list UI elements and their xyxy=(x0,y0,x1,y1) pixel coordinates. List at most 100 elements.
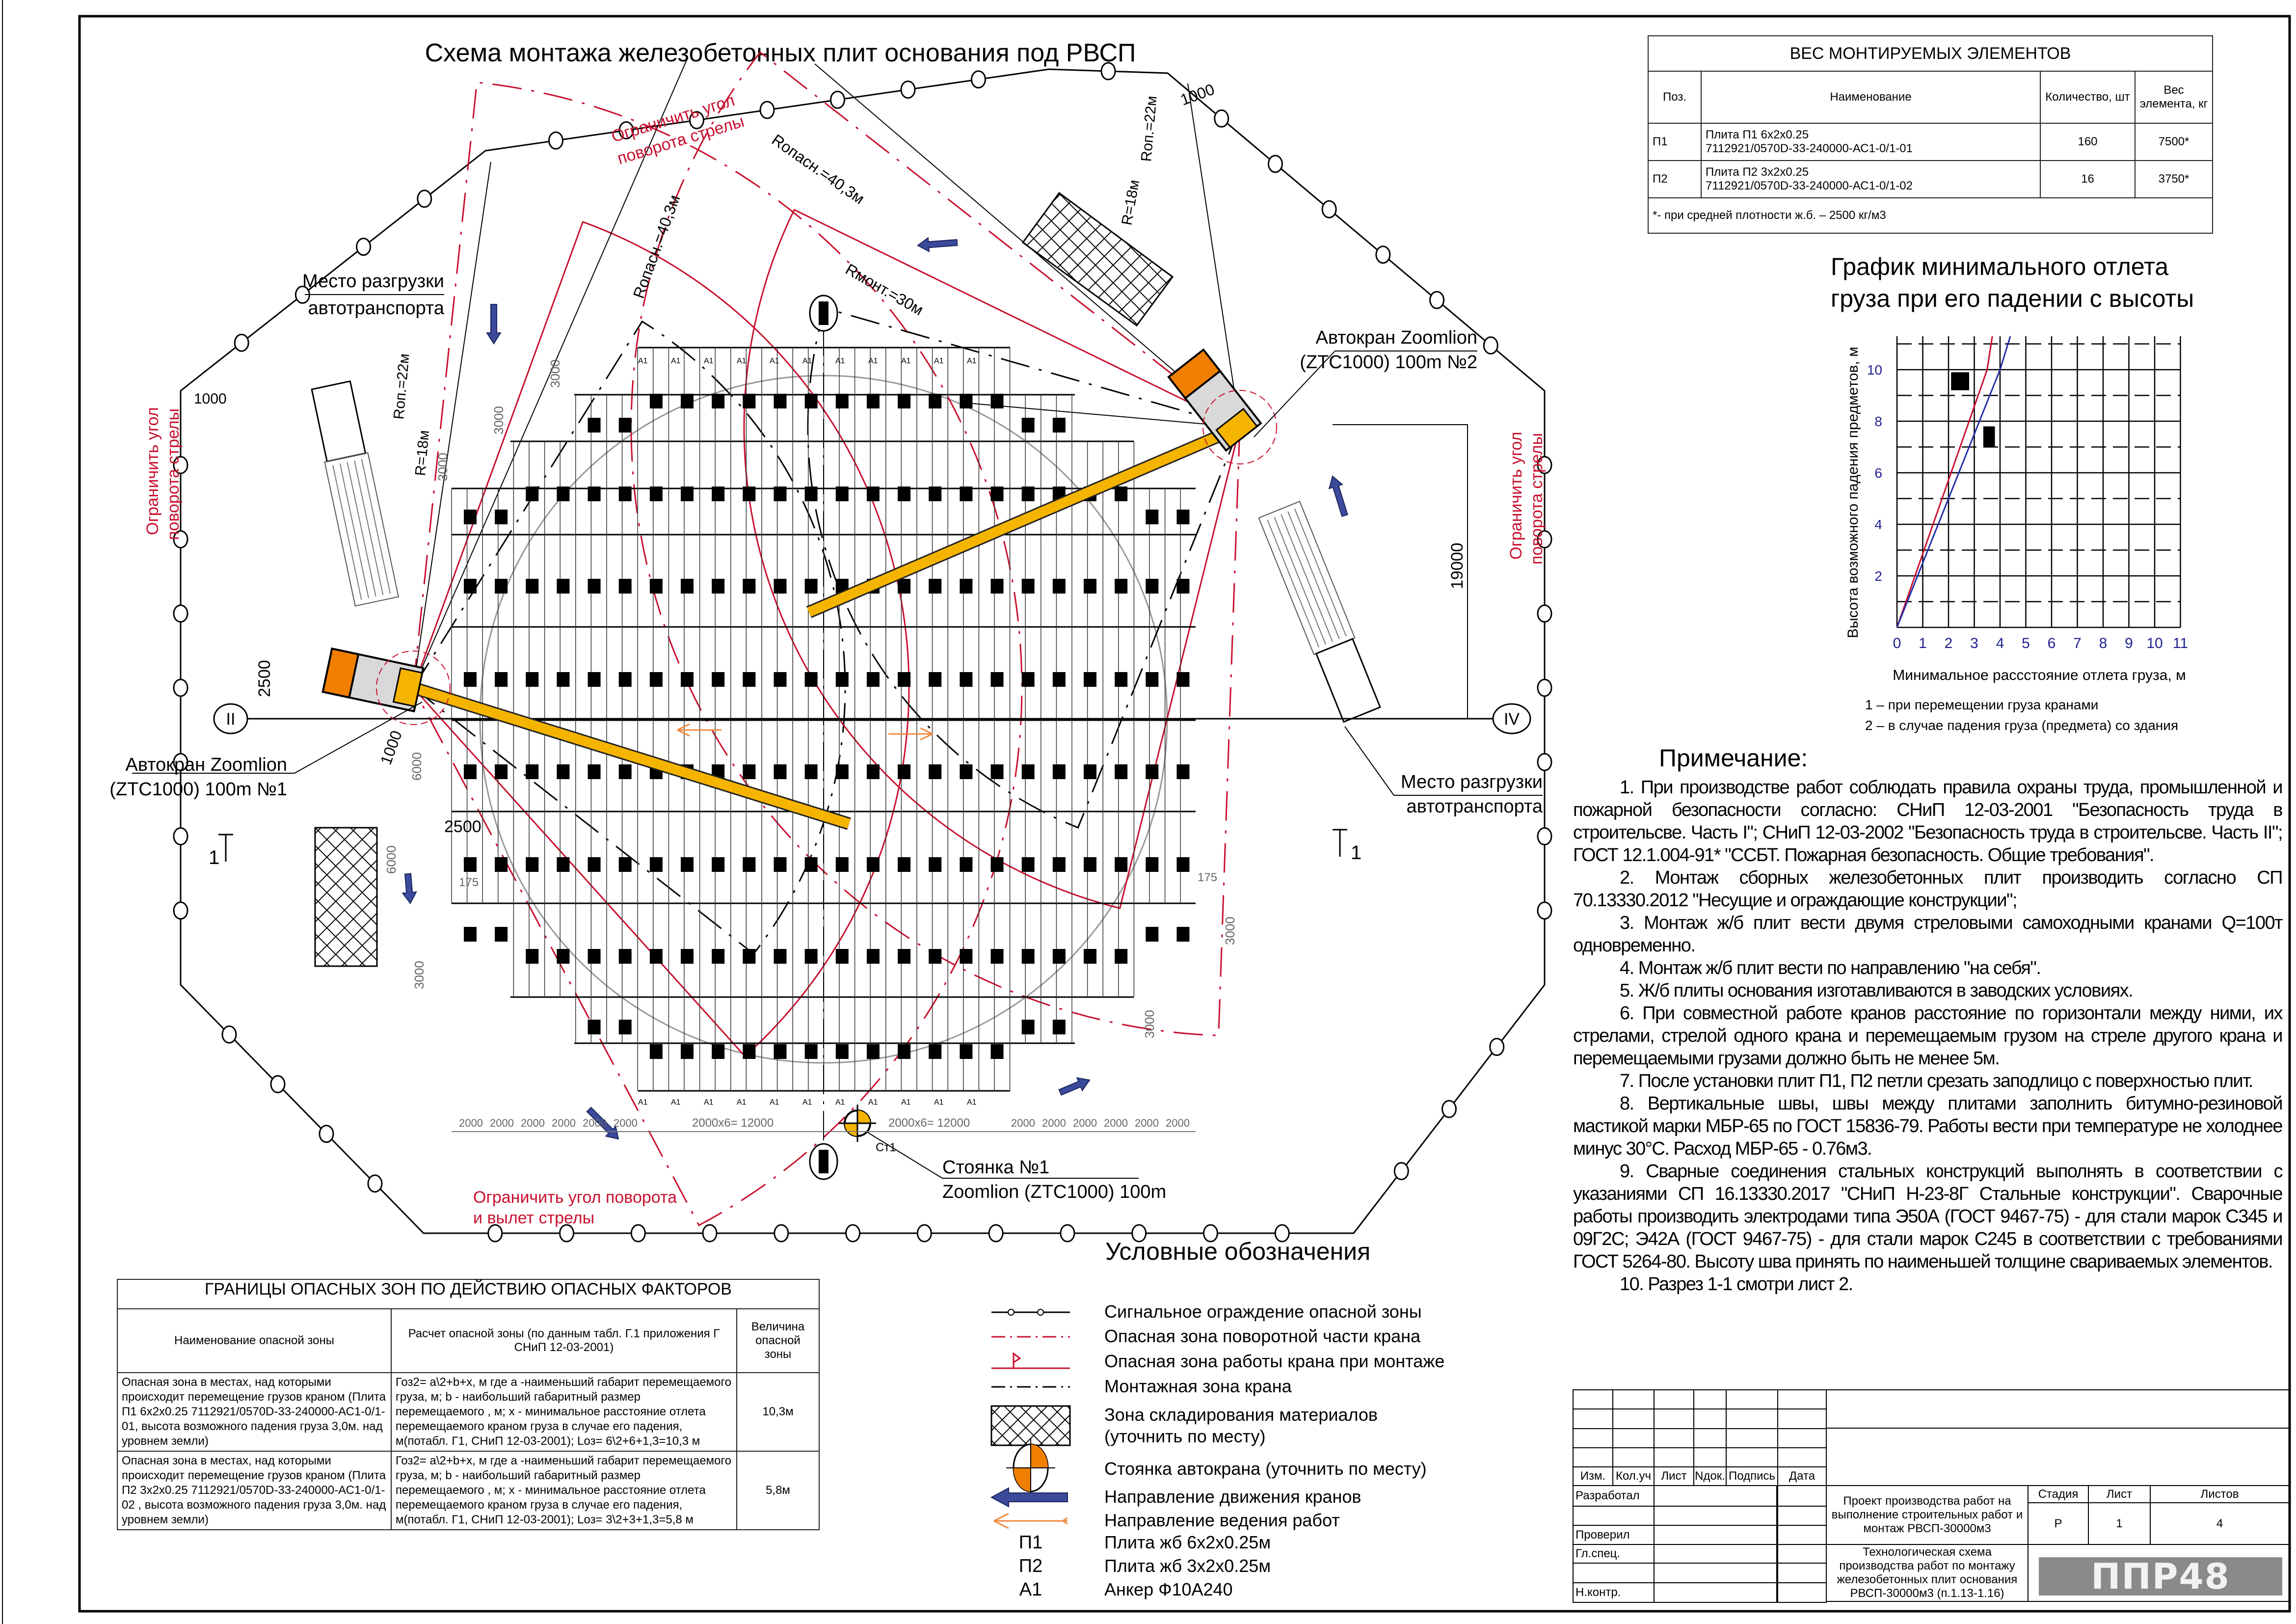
slab-plate-marker xyxy=(649,949,663,964)
axis-bubble-ii: II xyxy=(213,703,248,734)
dim-1000-top-right: 1000 xyxy=(1178,80,1217,108)
crane-move-arrow-icon xyxy=(1328,475,1348,517)
signature-name-cell xyxy=(1654,1525,1777,1545)
anchor-label: А1 xyxy=(835,1098,845,1107)
chart-y-tick: 4 xyxy=(1874,517,1882,532)
anchor-label: А1 xyxy=(704,357,714,365)
chart-marker xyxy=(1951,372,1969,390)
radius-danger-left: Rопасн.=40,3м xyxy=(630,192,684,301)
legend-label: Направление ведения работ xyxy=(1104,1510,1340,1530)
slab-plate-marker xyxy=(618,487,632,501)
legend-symbol-black-dash-dot-icon xyxy=(987,1376,1075,1398)
cell-calc: Гоз2= а\2+b+х, м где а -наименьший габар… xyxy=(391,1372,737,1452)
date-cell xyxy=(1777,1582,1827,1603)
col-calc: Расчет опасной зоны (по данным табл. Г.1… xyxy=(391,1308,737,1373)
legend-label: Плита жб 3х2х0.25м xyxy=(1104,1556,1271,1576)
dim-label: 2000 xyxy=(614,1117,638,1129)
date-cell xyxy=(1777,1525,1827,1545)
slab-plate-marker xyxy=(1021,949,1035,964)
revision-cell xyxy=(1777,1447,1827,1467)
fence-post xyxy=(1489,1038,1505,1056)
slab-plate-marker xyxy=(649,394,663,408)
work-direction-arrow-icon xyxy=(677,723,721,737)
slab-plate-marker xyxy=(557,672,570,687)
fence-post xyxy=(774,1224,789,1243)
slab-plate-marker xyxy=(804,487,818,501)
fence-post xyxy=(1202,1224,1218,1243)
note-item: 1. При производстве работ соблюдать прав… xyxy=(1573,777,2283,866)
signature-name-cell xyxy=(1654,1582,1777,1603)
slab-plate-marker xyxy=(587,857,601,872)
slab-plate-marker xyxy=(495,672,508,687)
chart-x-tick: 2 xyxy=(1945,635,1953,651)
cell-name: Плита П2 3х2х0.25 7112921/0570D-33-240000… xyxy=(1701,160,2041,198)
slab-plate-marker xyxy=(743,394,756,408)
parking-tag: Ст1 xyxy=(876,1141,896,1154)
limit-label-left-2: поворота стрелы xyxy=(164,408,183,540)
slab-plate-marker xyxy=(898,487,911,501)
cell-qty: 160 xyxy=(2040,123,2136,161)
note-item: 8. Вертикальные швы, швы между плитами з… xyxy=(1573,1093,2283,1159)
revision-cell xyxy=(1777,1428,1827,1448)
slab-plate-marker xyxy=(526,672,539,687)
col-qty: Количество, шт xyxy=(2040,71,2136,124)
chart-title-line-2: груза при его падении с высоты xyxy=(1831,285,2194,312)
drawing-frame xyxy=(78,15,2291,1613)
fence-post xyxy=(319,1125,334,1143)
dim-label: 2000x6= 12000 xyxy=(692,1116,774,1130)
slab-plate-marker xyxy=(929,764,942,779)
slab-plate-marker xyxy=(587,764,601,779)
legend-symbol-red-dash-dot-icon xyxy=(987,1326,1075,1348)
fence-post xyxy=(487,1224,503,1243)
chart-x-tick: 7 xyxy=(2073,635,2082,651)
crane-2-model: (ZTC1000) 100m №2 xyxy=(1300,352,1477,373)
sheet-label: Лист xyxy=(2088,1485,2151,1503)
sheet-title: Технологическая схема производства работ… xyxy=(1826,1544,2029,1602)
slab-plate-marker xyxy=(1052,764,1066,779)
fence-post xyxy=(1537,530,1552,548)
note-item: 4. Монтаж ж/б плит вести по направлению … xyxy=(1620,958,2041,978)
fence-post xyxy=(1267,155,1283,173)
slab-plate-marker xyxy=(804,857,818,872)
slab-plate-marker xyxy=(866,1044,880,1059)
limit-label-right: Ограничить угол xyxy=(1507,432,1525,560)
legend-symbol-2-icon: П2 xyxy=(1018,1556,1043,1576)
slab-plate-marker xyxy=(960,1044,973,1059)
chart-x-tick: 4 xyxy=(1996,635,2004,651)
cell-value: 5,8м xyxy=(736,1451,820,1530)
fence-post xyxy=(548,131,563,150)
slab-plate-marker xyxy=(1084,579,1096,594)
slab-plate-marker xyxy=(681,949,694,964)
fence-post xyxy=(1537,827,1552,845)
chart-x-tick: 10 xyxy=(2146,635,2163,651)
fence-post xyxy=(988,1224,1004,1243)
slab-plate-marker xyxy=(712,394,725,408)
slab-plate-marker xyxy=(990,394,1004,408)
slab-plate-marker xyxy=(1115,857,1128,872)
table-row: Опасная зона в местах, над которыми прои… xyxy=(117,1372,820,1452)
crane-1-model: (ZTC1000) 100m №1 xyxy=(109,779,287,800)
project-name: Проект производства работ на выполнение … xyxy=(1826,1485,2029,1545)
slab-plate-marker xyxy=(929,672,942,687)
slab-plate-marker xyxy=(898,1044,911,1059)
unload-label-left-2: автотранспорта xyxy=(308,298,444,319)
slab-plate-marker xyxy=(1052,418,1066,433)
logo-cell xyxy=(2028,1544,2290,1602)
legend-label: Направление движения кранов xyxy=(1104,1487,1362,1507)
anchor-label: А1 xyxy=(835,357,845,365)
slab-plate-marker xyxy=(649,579,663,594)
crane-parking-marker xyxy=(839,1105,1139,1179)
revision-cell xyxy=(1612,1428,1655,1448)
slab-plate-marker xyxy=(557,857,570,872)
parking-label: Стоянка №1 xyxy=(942,1157,1049,1178)
signature-name-cell xyxy=(1654,1563,1777,1583)
cell-qty: 16 xyxy=(2040,160,2136,198)
fence-post xyxy=(356,238,372,256)
slab-plate-marker xyxy=(835,764,849,779)
notes-section: Примечание: 1. При производстве работ со… xyxy=(1573,744,2283,1296)
fence-post xyxy=(559,1224,575,1243)
crane-move-arrow-icon xyxy=(486,304,502,345)
revision-cell xyxy=(1693,1408,1727,1429)
slab-plate-marker xyxy=(557,764,570,779)
fence-post xyxy=(173,753,188,771)
